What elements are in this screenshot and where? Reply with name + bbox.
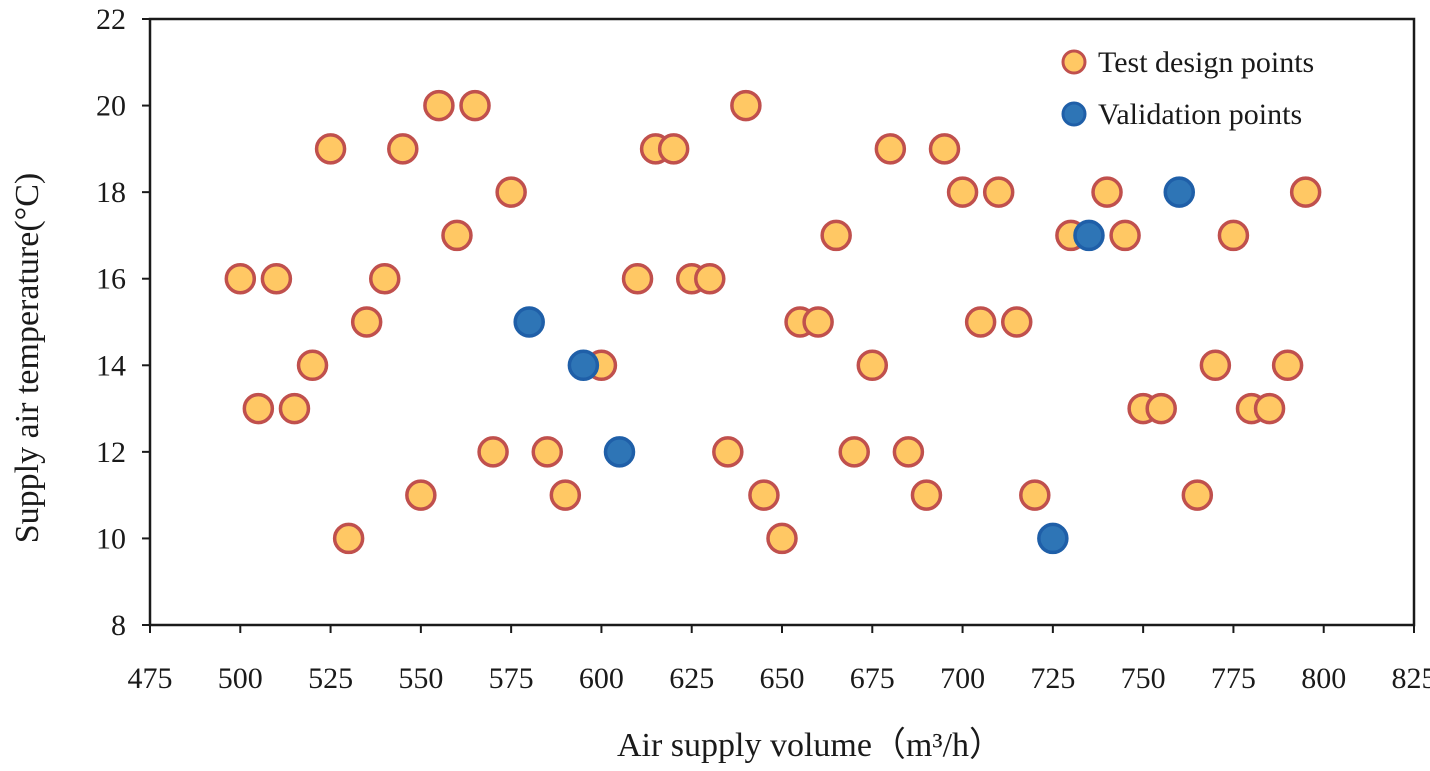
legend-marker bbox=[1061, 49, 1087, 75]
validation-point bbox=[603, 436, 636, 468]
test-design-point bbox=[441, 219, 473, 252]
test-design-point bbox=[459, 89, 491, 122]
legend-label: Test design points bbox=[1098, 46, 1314, 79]
x-tick-label: 700 bbox=[940, 662, 985, 695]
test-design-point bbox=[1289, 176, 1322, 208]
validation-point bbox=[513, 306, 545, 338]
x-tick-label: 525 bbox=[308, 662, 353, 695]
validation-point bbox=[1163, 176, 1196, 208]
x-tick-label: 625 bbox=[669, 662, 714, 695]
x-tick-label: 475 bbox=[128, 662, 173, 695]
x-tick-label: 750 bbox=[1121, 662, 1166, 695]
test-design-point bbox=[549, 479, 582, 511]
test-design-point bbox=[1000, 306, 1033, 338]
validation-point bbox=[1037, 522, 1069, 555]
x-tick-label: 600 bbox=[579, 662, 624, 695]
test-design-point bbox=[1181, 479, 1214, 511]
test-design-point bbox=[350, 306, 383, 338]
test-design-point bbox=[928, 133, 961, 165]
y-tick-label: 14 bbox=[96, 349, 126, 382]
test-design-point bbox=[1199, 349, 1232, 382]
x-tick-label: 500 bbox=[218, 662, 263, 695]
test-design-point bbox=[423, 89, 455, 122]
test-design-point bbox=[874, 133, 907, 165]
validation-point bbox=[1073, 219, 1105, 252]
test-design-point bbox=[802, 306, 834, 338]
y-tick-label: 16 bbox=[96, 263, 126, 296]
test-design-point bbox=[946, 176, 979, 208]
x-tick-label: 775 bbox=[1211, 662, 1256, 695]
test-design-point bbox=[964, 306, 997, 338]
x-tick-label: 725 bbox=[1030, 662, 1075, 695]
y-tick-label: 12 bbox=[96, 436, 126, 469]
test-design-point bbox=[296, 349, 329, 382]
legend-marker bbox=[1061, 101, 1087, 127]
x-axis-ticks: 475 500 525 550 575 600 625 650 675 700 725 750 775 8… bbox=[128, 625, 1430, 695]
test-design-point bbox=[766, 522, 798, 555]
legend-label: Validation points bbox=[1098, 98, 1302, 131]
y-axis-title: Supply air temperature(°C) bbox=[9, 173, 46, 543]
test-design-point bbox=[495, 176, 527, 208]
x-tick-label: 675 bbox=[850, 662, 895, 695]
test-design-point bbox=[1217, 219, 1250, 252]
test-design-point bbox=[368, 262, 401, 295]
test-design-point bbox=[387, 133, 419, 165]
test-design-point bbox=[1145, 392, 1177, 425]
y-tick-label: 22 bbox=[96, 3, 126, 36]
test-design-point bbox=[405, 479, 437, 511]
test-design-point bbox=[1271, 349, 1304, 382]
test-design-point bbox=[242, 392, 275, 425]
test-design-point bbox=[1109, 219, 1141, 252]
test-design-point bbox=[278, 392, 311, 425]
test-design-point bbox=[694, 262, 726, 295]
test-design-point bbox=[314, 133, 347, 165]
x-tick-label: 550 bbox=[398, 662, 443, 695]
test-design-point bbox=[910, 479, 943, 511]
test-design-point bbox=[477, 436, 509, 468]
test-design-point bbox=[224, 262, 257, 295]
validation-point bbox=[567, 349, 600, 382]
test-design-point bbox=[1019, 479, 1051, 511]
test-design-point bbox=[712, 436, 744, 468]
x-axis-title: Air supply volume（m³/h） bbox=[617, 726, 1003, 764]
x-tick-label: 650 bbox=[760, 662, 805, 695]
x-tick-label: 800 bbox=[1301, 662, 1346, 695]
x-tick-label: 575 bbox=[489, 662, 534, 695]
test-design-point bbox=[657, 133, 690, 165]
x-tick-label: 825 bbox=[1392, 662, 1430, 695]
test-design-point bbox=[621, 262, 654, 295]
y-tick-label: 8 bbox=[111, 609, 126, 642]
test-design-point bbox=[1253, 392, 1286, 425]
legend: Test design points Validation points bbox=[1061, 46, 1314, 131]
test-design-point bbox=[260, 262, 293, 295]
test-design-point bbox=[531, 436, 564, 468]
series-validation-points bbox=[513, 176, 1196, 555]
test-design-point bbox=[982, 176, 1015, 208]
test-design-point bbox=[856, 349, 889, 382]
y-axis-ticks: 8 10 12 14 16 18 20 22 bbox=[96, 3, 150, 642]
y-tick-label: 20 bbox=[96, 90, 126, 123]
test-design-point bbox=[820, 219, 852, 252]
y-tick-label: 18 bbox=[96, 176, 126, 209]
test-design-point bbox=[332, 522, 365, 555]
series-test-design-points bbox=[224, 89, 1322, 555]
test-design-point bbox=[838, 436, 870, 468]
plot-marks bbox=[224, 89, 1322, 555]
test-design-point bbox=[892, 436, 925, 468]
test-design-point bbox=[1091, 176, 1123, 208]
y-tick-label: 10 bbox=[96, 522, 126, 555]
test-design-point bbox=[730, 89, 762, 122]
test-design-point bbox=[748, 479, 780, 511]
